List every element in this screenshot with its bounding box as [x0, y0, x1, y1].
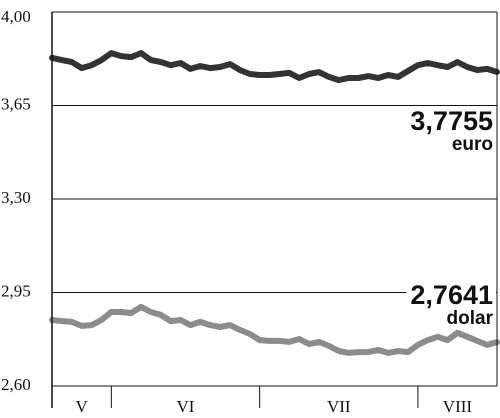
y-tick-label: 3,65 — [1, 94, 31, 113]
y-tick-label: 2,95 — [1, 281, 31, 300]
series-name: dolar — [447, 308, 494, 329]
x-tick-label: VIII — [443, 397, 473, 416]
x-tick-label: VII — [327, 397, 351, 416]
label-bg — [406, 109, 496, 155]
grid — [52, 11, 497, 408]
lines — [49, 50, 500, 356]
y-tick-label: 2,60 — [1, 375, 31, 394]
value-label: 2,7641 — [410, 280, 493, 310]
x-tick-label: V — [76, 397, 89, 416]
series-line — [49, 50, 500, 84]
series-name: euro — [452, 134, 493, 155]
y-tick-label: 3,30 — [1, 188, 31, 207]
series-line — [49, 303, 500, 356]
x-tick-label: VI — [177, 397, 195, 416]
value-label: 3,7755 — [410, 106, 493, 136]
label-bg — [406, 284, 496, 330]
y-tick-label: 4,00 — [1, 7, 31, 26]
labels: 2,60 2,95 3,30 3,65 4,00 V VI VII VIII 3,7755euro… — [1, 7, 496, 416]
